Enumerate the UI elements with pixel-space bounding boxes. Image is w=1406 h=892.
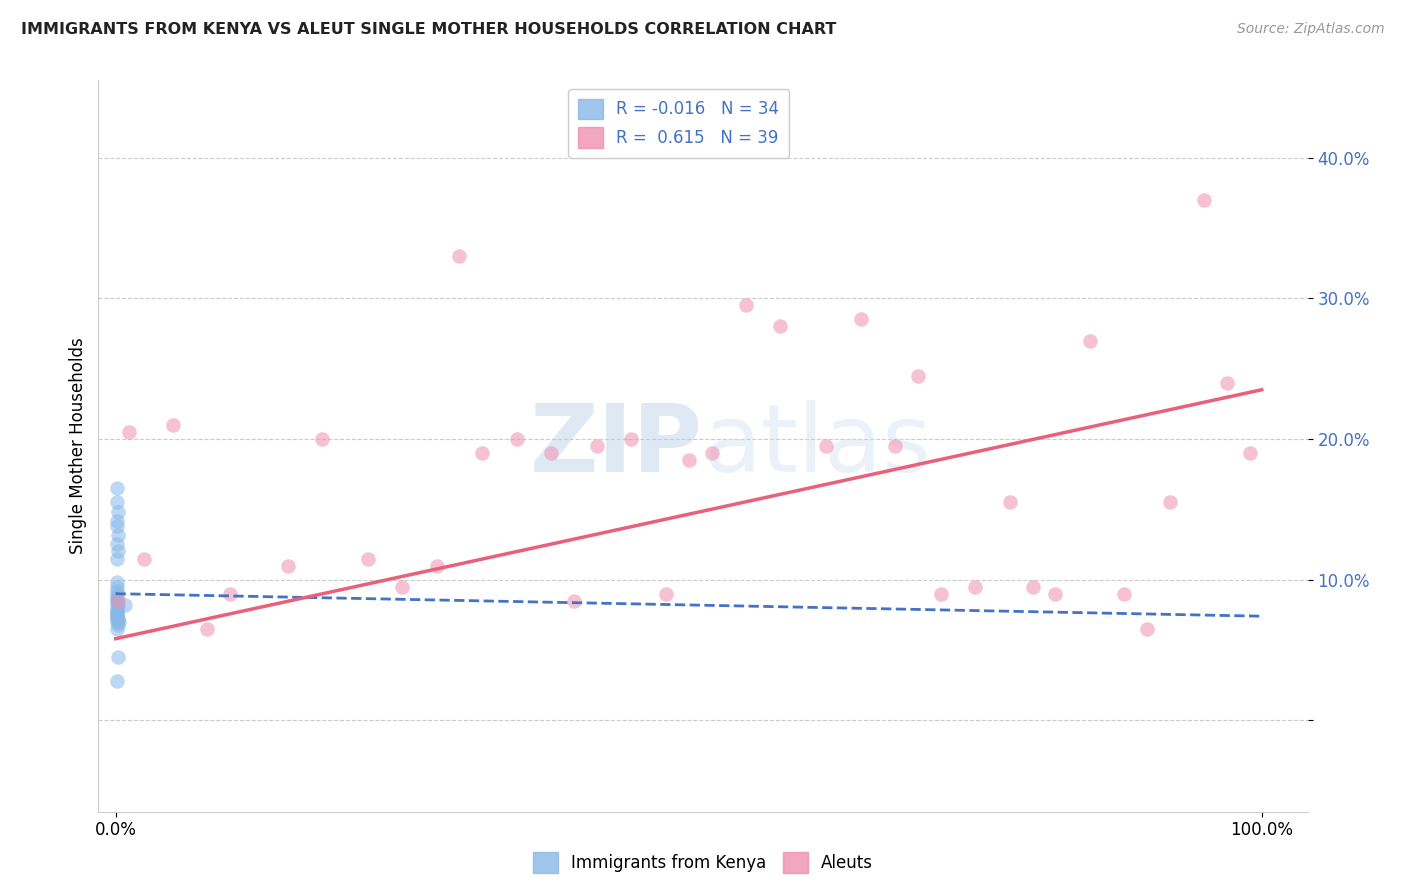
Point xyxy=(277,558,299,573)
Point xyxy=(107,612,129,626)
Point xyxy=(105,610,128,624)
Point xyxy=(105,600,128,615)
Point xyxy=(105,673,128,688)
Text: ZIP: ZIP xyxy=(530,400,703,492)
Point xyxy=(965,580,987,594)
Point xyxy=(620,432,643,446)
Point xyxy=(105,580,128,594)
Point xyxy=(105,609,128,624)
Point xyxy=(105,551,128,566)
Legend: R = -0.016   N = 34, R =  0.615   N = 39: R = -0.016 N = 34, R = 0.615 N = 39 xyxy=(568,88,790,158)
Point xyxy=(114,598,136,612)
Y-axis label: Single Mother Households: Single Mother Households xyxy=(69,338,87,554)
Point xyxy=(540,446,562,460)
Point xyxy=(929,587,952,601)
Text: IMMIGRANTS FROM KENYA VS ALEUT SINGLE MOTHER HOUSEHOLDS CORRELATION CHART: IMMIGRANTS FROM KENYA VS ALEUT SINGLE MO… xyxy=(21,22,837,37)
Point xyxy=(105,481,128,495)
Point xyxy=(105,603,128,617)
Point xyxy=(105,519,128,533)
Point xyxy=(1136,622,1159,636)
Point xyxy=(735,298,758,312)
Point xyxy=(105,537,128,551)
Point xyxy=(107,650,129,665)
Point xyxy=(357,551,380,566)
Point xyxy=(107,593,129,607)
Point xyxy=(1021,580,1043,594)
Point xyxy=(195,622,218,636)
Point xyxy=(105,607,128,621)
Point xyxy=(425,558,447,573)
Point xyxy=(105,607,128,622)
Point xyxy=(134,551,156,566)
Point xyxy=(1114,587,1136,601)
Point xyxy=(105,615,128,629)
Point xyxy=(105,587,128,601)
Point xyxy=(105,593,128,607)
Point xyxy=(107,527,129,541)
Point xyxy=(884,439,907,453)
Point xyxy=(586,439,609,453)
Point xyxy=(107,598,129,612)
Point xyxy=(655,587,678,601)
Point xyxy=(391,580,413,594)
Point xyxy=(1239,446,1261,460)
Legend: Immigrants from Kenya, Aleuts: Immigrants from Kenya, Aleuts xyxy=(526,846,880,880)
Point xyxy=(1216,376,1239,390)
Point xyxy=(105,592,128,607)
Point xyxy=(1159,495,1181,509)
Text: atlas: atlas xyxy=(703,400,931,492)
Point xyxy=(162,417,184,432)
Point xyxy=(108,615,131,629)
Point xyxy=(105,495,128,509)
Point xyxy=(678,453,700,467)
Point xyxy=(107,505,129,519)
Point xyxy=(105,514,128,528)
Point xyxy=(471,446,494,460)
Point xyxy=(105,597,128,611)
Point xyxy=(1045,587,1067,601)
Point xyxy=(105,605,128,619)
Point xyxy=(700,446,723,460)
Point xyxy=(105,622,128,636)
Point xyxy=(118,425,141,439)
Point xyxy=(107,617,129,632)
Point xyxy=(105,612,128,626)
Point xyxy=(449,249,471,263)
Point xyxy=(506,432,529,446)
Point xyxy=(219,587,242,601)
Point xyxy=(907,368,929,383)
Point xyxy=(107,544,129,558)
Point xyxy=(105,590,128,604)
Point xyxy=(105,575,128,590)
Point xyxy=(769,319,792,334)
Point xyxy=(1194,193,1216,207)
Point xyxy=(1078,334,1101,348)
Point xyxy=(849,312,872,326)
Point xyxy=(998,495,1021,509)
Point xyxy=(105,583,128,598)
Point xyxy=(562,593,585,607)
Text: Source: ZipAtlas.com: Source: ZipAtlas.com xyxy=(1237,22,1385,37)
Point xyxy=(311,432,333,446)
Point xyxy=(815,439,838,453)
